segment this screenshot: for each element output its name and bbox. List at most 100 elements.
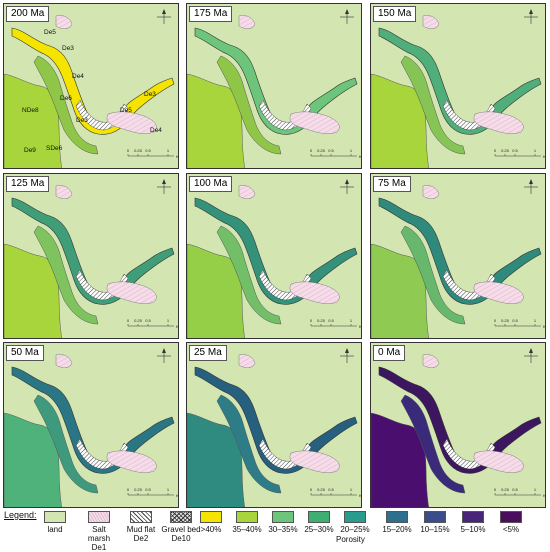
map-svg: 0 0.250.5 1 Km [371,348,545,507]
scale-tick: 0.5 [145,148,151,153]
map-panel-125ma: 0 0.250.5 1 Km 125 Ma [3,173,179,339]
map-panel-50ma: 0 0.250.5 1 Km 50 Ma [3,342,179,508]
scale-tick: 1 [350,148,353,153]
scale-unit: Km [359,324,362,329]
facies-label: De4 [72,73,84,80]
north-arrow-icon [340,179,354,194]
map-panel-75ma: 0 0.250.5 1 Km 75 Ma [370,173,546,339]
facies-label: De3 [76,117,88,124]
legend-swatch-15-20 [386,511,408,523]
panel-title: 125 Ma [6,176,50,192]
north-arrow-icon [524,179,538,194]
scale-tick: 1 [167,318,170,323]
scale-unit: Km [359,154,362,159]
scale-bar: 0 0.250.5 1 Km [494,148,545,159]
scale-tick: 0.25 [317,487,326,492]
north-arrow-icon [157,9,171,24]
panel-title: 200 Ma [6,6,50,22]
legend-label-25-30: 25–30% [304,525,334,534]
salt-marsh-region [55,354,73,368]
legend-swatch-lt5 [500,511,522,523]
map-svg: 0 0.250.5 1 Km [371,179,546,338]
salt-marsh-region [106,111,157,134]
north-arrow-icon [157,179,171,194]
legend: Legend: land Salt marsh De1 Mud flat De2… [0,508,550,552]
map-svg: 0 0.250.5 1 Km [187,348,361,507]
scale-unit: Km [543,324,546,329]
legend-swatch-salt-marsh [88,511,110,523]
scale-tick: 1 [350,487,353,492]
scale-tick: 0.25 [134,148,143,153]
scale-tick: 1 [350,318,353,323]
scale-tick: 0.5 [328,318,334,323]
river-channel [11,366,175,474]
map-panel-0ma: 0 0.250.5 1 Km 0 Ma [370,342,546,508]
salt-marsh-region [422,15,440,29]
map-panel-25ma: 0 0.250.5 1 Km 25 Ma [186,342,362,508]
legend-swatch-gravel-bed [170,511,192,523]
facies-label: De4 [150,127,162,134]
legend-label-20-25: 20–25% [340,525,370,534]
scale-tick: 0.5 [512,487,518,492]
scale-unit: Km [176,324,179,329]
facies-label: De5 [120,107,132,114]
panel-title: 100 Ma [189,176,233,192]
salt-marsh-region [55,185,73,199]
legend-swatch-mud-flat [130,511,152,523]
map-panel-200ma: 0 0.250.5 1 Km De5 De3 De4 De6 De3 De5 De3 De4 NDe8 D… [3,3,179,169]
legend-label-gt40: >40% [200,525,222,534]
river-channel [194,197,358,305]
facies-label: De3 [62,45,74,52]
legend-label-salt-marsh: Salt marsh De1 [87,525,111,552]
north-arrow-icon [524,348,538,363]
bank-region [400,55,466,155]
panel-title: 175 Ma [189,6,233,22]
salt-marsh-region [473,450,524,473]
river-channel [378,27,542,135]
scale-tick: 1 [534,487,537,492]
legend-swatch-25-30 [308,511,330,523]
scale-bar: 0 0.250.5 1 Km [127,487,178,498]
panel-title: 75 Ma [373,176,411,192]
scale-tick: 0.5 [512,318,518,323]
scale-tick: 1 [534,148,537,153]
scale-tick: 0 [494,487,497,492]
salt-marsh-region [238,185,256,199]
river-channel [11,27,175,135]
river-channel [378,366,542,474]
legend-swatch-30-35 [272,511,294,523]
river-channel [194,27,358,135]
north-arrow-icon [524,9,538,24]
map-svg: 0 0.250.5 1 Km [4,348,178,507]
legend-title: Legend: [4,510,37,520]
scale-tick: 0 [310,487,313,492]
legend-label-5-10: 5–10% [460,525,486,534]
legend-label-10-15: 10–15% [420,525,450,534]
scale-bar: 0 0.250.5 1 Km [494,487,545,498]
legend-label-35-40: 35–40% [232,525,262,534]
scale-tick: 0.25 [501,487,510,492]
salt-marsh-region [289,111,340,134]
legend-swatch-10-15 [424,511,446,523]
scale-tick: 1 [167,148,170,153]
legend-swatch-gt40 [200,511,222,523]
river-channel [11,197,175,305]
scale-tick: 0 [310,148,313,153]
scale-tick: 0.25 [134,318,143,323]
bank-region [33,55,99,155]
facies-label: SDe6 [46,145,63,152]
scale-bar: 0 0.250.5 1 Km [310,148,362,159]
scale-tick: 0.25 [501,318,510,323]
salt-marsh-region [55,15,73,29]
scale-tick: 0.25 [134,487,143,492]
facies-label: NDe8 [22,107,39,114]
map-panel-150ma: 0 0.250.5 1 Km 150 Ma [370,3,546,169]
legend-label-30-35: 30–35% [268,525,298,534]
map-svg: 0 0.250.5 1 Km [187,179,362,338]
facies-label: De3 [144,91,156,98]
salt-marsh-region [422,354,440,368]
scale-tick: 0.5 [145,487,151,492]
panel-title: 0 Ma [373,345,406,361]
scale-bar: 0 0.250.5 1 Km [127,318,179,329]
bank-region [216,55,282,155]
